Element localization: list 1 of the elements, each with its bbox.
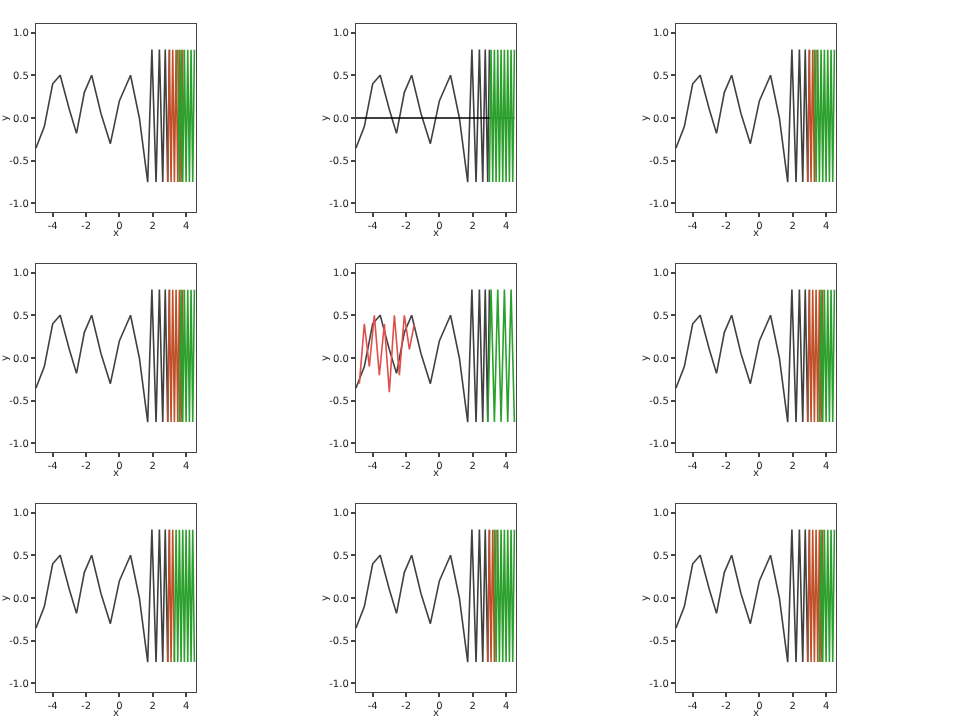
line-series xyxy=(358,314,416,393)
